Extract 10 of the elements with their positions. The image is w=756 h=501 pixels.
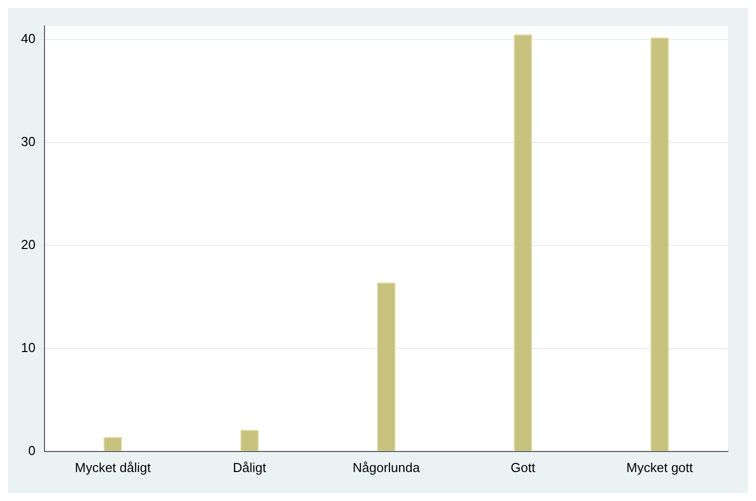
y-tick-label: 40	[20, 30, 36, 46]
y-tick-label: 20	[20, 236, 36, 252]
x-tick-label: Någorlunda	[352, 460, 421, 475]
x-tick-label: Gott	[510, 460, 536, 475]
y-tick-label: 30	[20, 134, 36, 149]
x-tick-label: Mycket gott	[626, 460, 694, 475]
x-tick-label: Mycket dåligt	[74, 460, 152, 475]
y-tick-label: 0	[28, 442, 36, 458]
x-tick-label: Dåligt	[232, 460, 267, 475]
y-tick-label: 10	[20, 340, 36, 355]
